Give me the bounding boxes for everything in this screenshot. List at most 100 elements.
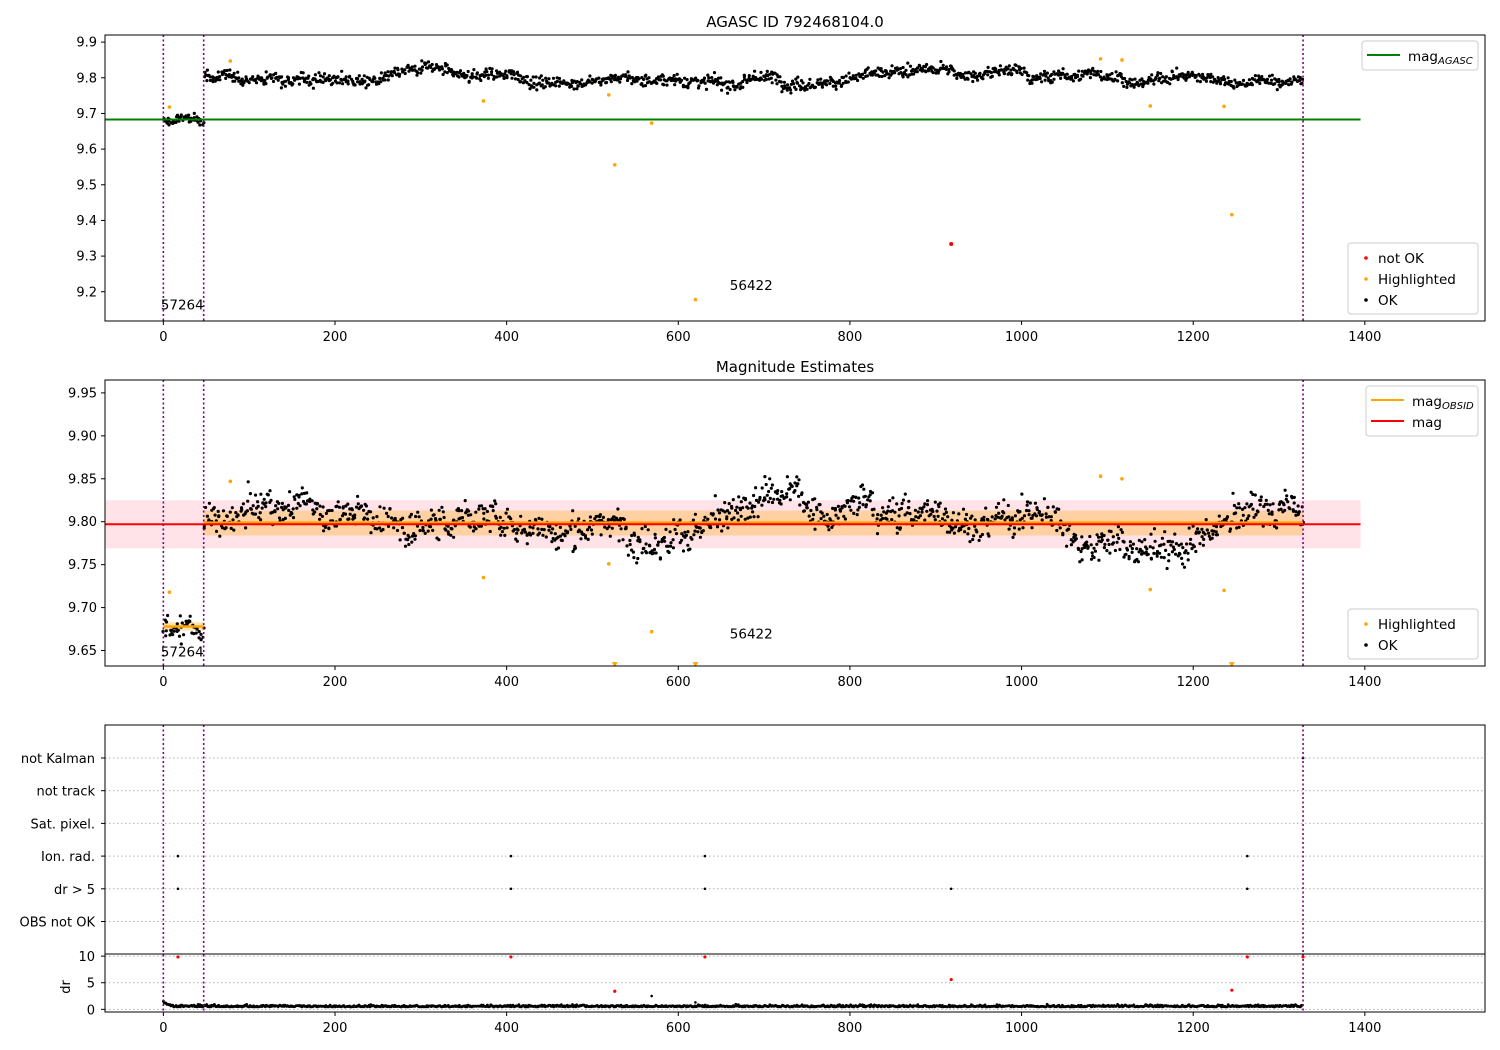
ok-point	[1231, 491, 1235, 495]
ok-point	[1172, 547, 1176, 552]
legend-box	[1347, 608, 1479, 660]
ok-point	[1010, 72, 1014, 76]
ok-point	[1117, 536, 1121, 541]
ok-point	[1170, 540, 1175, 544]
ok-point	[618, 518, 623, 523]
ok-point	[1044, 512, 1048, 516]
ok-point	[382, 506, 386, 510]
ok-point	[525, 75, 530, 79]
ok-point	[770, 500, 775, 505]
ok-point	[1030, 526, 1034, 530]
ok-point	[504, 69, 508, 73]
ok-point	[636, 556, 640, 561]
ok-point	[1201, 543, 1205, 547]
ok-point	[799, 79, 804, 83]
ok-point	[221, 509, 226, 513]
ok-point	[847, 71, 851, 75]
dr-point	[650, 994, 653, 998]
ok-point	[528, 525, 532, 529]
ok-point	[977, 538, 981, 543]
ok-point	[482, 517, 486, 521]
ok-point	[196, 120, 200, 124]
ok-point	[940, 517, 945, 521]
ok-point	[516, 528, 520, 532]
ok-point	[359, 504, 364, 508]
ok-point	[759, 70, 763, 74]
ok-point	[358, 82, 362, 86]
y-tick-label: 9.85	[68, 472, 97, 487]
ok-point	[906, 61, 910, 65]
ok-point	[950, 518, 954, 522]
ok-point	[576, 84, 580, 88]
ok-point	[1140, 552, 1144, 556]
legend-label: OK	[1378, 293, 1399, 309]
ok-point	[723, 501, 727, 505]
highlighted-point	[1120, 476, 1124, 481]
ok-point	[588, 515, 593, 519]
ok-point	[536, 527, 540, 531]
ok-point	[998, 64, 1003, 68]
ok-point	[1266, 508, 1270, 512]
y-tick-label: 9.2	[76, 285, 97, 300]
ok-point	[515, 70, 520, 74]
ok-point	[601, 515, 606, 520]
ok-point	[684, 533, 689, 538]
ok-point	[652, 551, 656, 555]
ok-point	[358, 80, 362, 84]
ok-point	[1086, 546, 1090, 550]
ok-point	[846, 499, 850, 503]
ok-point	[728, 80, 732, 84]
ok-point	[887, 76, 891, 80]
ok-point	[826, 524, 830, 528]
legend-label: Highlighted	[1378, 272, 1456, 288]
ok-point	[778, 498, 782, 502]
ok-point	[410, 540, 414, 544]
ok-point	[963, 517, 968, 521]
ok-point	[1162, 556, 1166, 560]
ok-point	[366, 517, 370, 521]
flag-row-label: not Kalman	[21, 752, 95, 767]
ok-point	[1089, 72, 1093, 76]
ok-point	[504, 511, 508, 515]
ok-point	[1247, 78, 1251, 82]
ok-point	[626, 553, 631, 557]
ok-point	[665, 83, 669, 87]
ok-point	[809, 508, 813, 513]
ok-point	[1217, 514, 1221, 518]
ok-point	[616, 507, 620, 511]
ok-point	[1076, 546, 1080, 551]
ok-point	[178, 614, 182, 618]
ok-point	[994, 505, 999, 509]
ok-point	[1124, 552, 1128, 556]
ok-point	[802, 509, 807, 513]
ok-point	[669, 544, 673, 548]
ok-point	[831, 84, 835, 88]
ok-point	[441, 72, 445, 77]
ok-point	[1238, 506, 1242, 510]
ok-point	[647, 76, 651, 80]
ok-point	[743, 517, 747, 521]
ok-point	[443, 70, 447, 74]
ok-point	[1092, 546, 1096, 550]
ok-point	[692, 533, 696, 537]
ok-point	[902, 70, 907, 75]
ok-point	[857, 505, 862, 509]
ok-point	[879, 513, 883, 517]
ok-point	[737, 495, 741, 499]
ok-point	[442, 515, 446, 520]
flag-point	[176, 887, 180, 891]
ok-point	[833, 508, 837, 512]
ok-point	[1119, 72, 1123, 76]
ok-point	[371, 80, 375, 84]
highlighted-point	[1148, 104, 1153, 108]
legend-box	[1365, 385, 1479, 437]
ok-point	[260, 76, 264, 80]
ok-point	[1065, 72, 1069, 76]
ok-point	[860, 72, 865, 76]
ok-point	[943, 507, 948, 511]
ok-point	[356, 77, 360, 81]
ok-point	[1159, 71, 1163, 76]
ok-point	[1021, 526, 1025, 530]
ok-point	[348, 512, 352, 516]
ok-point	[356, 80, 360, 84]
